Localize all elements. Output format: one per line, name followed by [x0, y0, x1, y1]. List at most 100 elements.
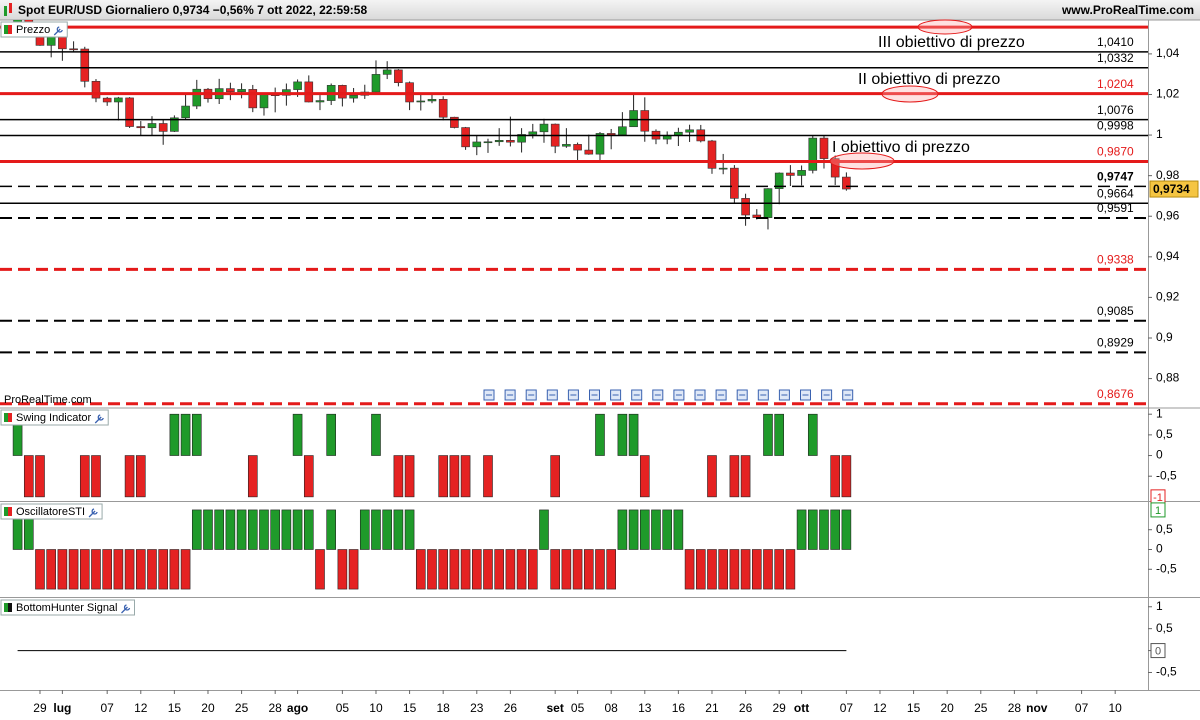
- panel-title: Swing Indicator: [0, 409, 109, 426]
- indicator-bar: [449, 549, 460, 590]
- indicator-bar: [404, 509, 415, 550]
- indicator-bar: [35, 455, 45, 498]
- indicator-bar: [729, 549, 740, 590]
- candle-body: [237, 89, 246, 93]
- indicator-bar: [303, 455, 314, 498]
- indicator-bar: [102, 549, 112, 590]
- candle-body: [685, 129, 694, 133]
- indicator-bar: [23, 455, 34, 498]
- event-icon: [504, 389, 516, 401]
- indicator-bar: [841, 509, 852, 550]
- level-label: 0,9870: [1097, 145, 1134, 159]
- indicator-bar: [595, 413, 605, 456]
- indicator-bar: [371, 413, 381, 456]
- panel-swatch: [4, 507, 8, 516]
- indicator-bar: [382, 509, 392, 550]
- indicator-bar: [79, 549, 90, 590]
- indicator-bar: [718, 549, 728, 590]
- level-label: 0,8929: [1097, 336, 1134, 350]
- indicator-bar: [292, 509, 303, 550]
- candle-body: [259, 94, 269, 109]
- candle-body: [315, 100, 325, 103]
- candle-body: [394, 69, 403, 84]
- indicator-bar: [830, 509, 840, 550]
- candle-body: [483, 141, 493, 144]
- indicator-bar: [539, 509, 549, 550]
- candle-body: [730, 167, 739, 199]
- indicator-bar: [684, 549, 695, 590]
- panel-title: OscillatoreSTI: [0, 503, 103, 520]
- panel-swatch: [8, 25, 12, 34]
- candle-body: [472, 141, 482, 148]
- indicator-bar: [471, 549, 482, 590]
- x-tick-label: 21: [705, 701, 719, 715]
- indicator-bar: [270, 509, 280, 550]
- indicator-bar: [662, 509, 672, 550]
- level-label: 1,0204: [1097, 77, 1134, 91]
- panel-swatch: [8, 507, 12, 516]
- x-tick-label: 05: [571, 701, 585, 715]
- indicator-bar: [740, 455, 751, 498]
- indicator-bar: [651, 509, 661, 550]
- watermark: ProRealTime.com: [4, 394, 92, 406]
- header-site: www.ProRealTime.com: [1061, 3, 1194, 17]
- event-icon: [757, 389, 769, 401]
- candle-body: [461, 127, 470, 148]
- indicator-bar: [415, 549, 426, 590]
- candle-body: [528, 131, 538, 135]
- candle-body: [584, 149, 594, 155]
- x-tick-label: 15: [403, 701, 417, 715]
- panel-title-text: Prezzo: [16, 24, 50, 36]
- indicator-bar: [35, 549, 45, 590]
- candle-body: [595, 133, 605, 155]
- panel-swatch: [4, 413, 8, 422]
- candle-body: [819, 137, 829, 159]
- y-tick-label: -0,5: [1156, 665, 1177, 679]
- header-title: Spot EUR/USD Giornaliero 0,9734 −0,56% 7…: [18, 3, 367, 17]
- indicator-bar: [707, 549, 717, 590]
- target-ellipse: [917, 19, 973, 35]
- indicator-bar: [404, 455, 415, 498]
- candle-body: [494, 140, 504, 143]
- event-icon: [821, 389, 833, 401]
- event-icon: [694, 389, 706, 401]
- indicator-bar: [527, 549, 538, 590]
- indicator-bar: [807, 509, 818, 550]
- y-tick-label: 1: [1156, 406, 1163, 420]
- header-bar: [0, 0, 1200, 20]
- value-tag-label: 0: [1155, 645, 1161, 657]
- candle-body: [371, 74, 381, 93]
- candle-body: [450, 116, 459, 128]
- event-icon: [673, 389, 685, 401]
- indicator-bar: [427, 549, 437, 590]
- y-tick-label: 0,94: [1156, 249, 1180, 263]
- x-tick-label: 10: [1109, 701, 1123, 715]
- candle-body: [248, 89, 258, 109]
- panel-title-box: [0, 503, 103, 520]
- level-label: 1,0410: [1097, 35, 1134, 49]
- level-label: 0,9338: [1097, 253, 1134, 267]
- candle-body: [114, 97, 123, 103]
- candle-body: [102, 97, 112, 103]
- indicator-bar: [236, 509, 247, 550]
- indicator-bar: [494, 549, 504, 590]
- candle-body: [506, 140, 515, 143]
- indicator-bar: [740, 549, 751, 590]
- x-tick-label: ott: [794, 701, 809, 715]
- indicator-bar: [91, 455, 101, 498]
- plot-layer: 1,04 1,02 1 0,98 0,96 0,94 0,92 0,9 0,88 1,0410 1,…: [0, 20, 1199, 715]
- annotation: II obiettivo di prezzo: [858, 71, 1000, 88]
- indicator-bar: [841, 455, 852, 498]
- indicator-bar: [617, 413, 628, 456]
- x-tick-label: 12: [873, 701, 887, 715]
- indicator-bar: [68, 549, 79, 590]
- level-label: 0,9591: [1097, 201, 1134, 215]
- y-tick-label: 1,04: [1156, 46, 1180, 60]
- indicator-bar: [191, 509, 202, 550]
- y-tick-label: 1: [1156, 127, 1163, 141]
- x-tick-label: nov: [1026, 701, 1048, 715]
- level-label: 0,9085: [1097, 304, 1134, 318]
- x-tick-label: 28: [1008, 701, 1022, 715]
- candle-body: [158, 123, 168, 132]
- x-tick-label: 12: [134, 701, 148, 715]
